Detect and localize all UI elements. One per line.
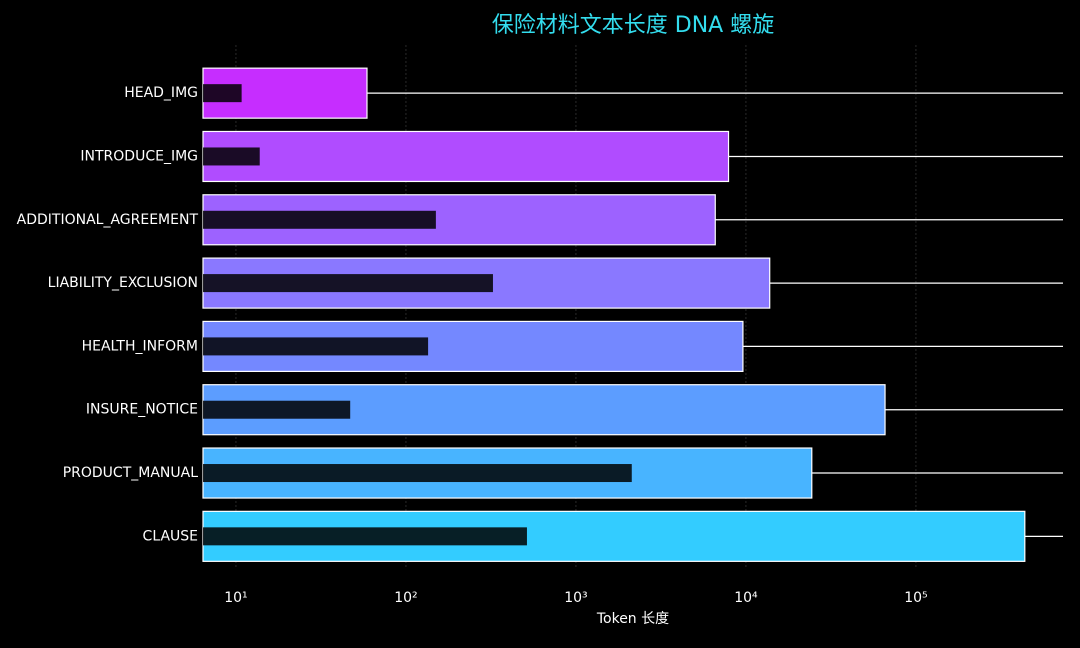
inner-bar bbox=[203, 527, 527, 546]
bar bbox=[202, 130, 730, 183]
y-tick-label: CLAUSE bbox=[143, 528, 198, 544]
x-axis-label: Token 长度 bbox=[596, 611, 669, 627]
y-tick-label: INTRODUCE_IMG bbox=[80, 148, 198, 164]
x-tick-label: 10¹ bbox=[224, 590, 247, 606]
inner-bar bbox=[203, 274, 493, 293]
inner-bar bbox=[203, 464, 632, 483]
inner-bar bbox=[203, 84, 242, 103]
x-tick-label: 10² bbox=[394, 590, 417, 606]
y-tick-label: HEAD_IMG bbox=[124, 85, 198, 101]
inner-bar bbox=[203, 337, 429, 356]
x-tick-label: 10⁵ bbox=[904, 590, 927, 606]
y-tick-label: LIABILITY_EXCLUSION bbox=[48, 275, 198, 291]
y-tick-label: INSURE_NOTICE bbox=[86, 402, 198, 418]
y-tick-label: PRODUCT_MANUAL bbox=[63, 465, 198, 481]
x-tick-label: 10³ bbox=[564, 590, 587, 606]
y-tick-label: HEALTH_INFORM bbox=[82, 338, 198, 354]
x-tick-label: 10⁴ bbox=[734, 590, 758, 606]
chart-title: 保险材料文本长度 DNA 螺旋 bbox=[492, 13, 774, 38]
inner-bar bbox=[203, 147, 260, 166]
inner-bar bbox=[203, 210, 436, 229]
y-tick-label: ADDITIONAL_AGREEMENT bbox=[17, 212, 199, 228]
inner-bar bbox=[203, 400, 351, 419]
